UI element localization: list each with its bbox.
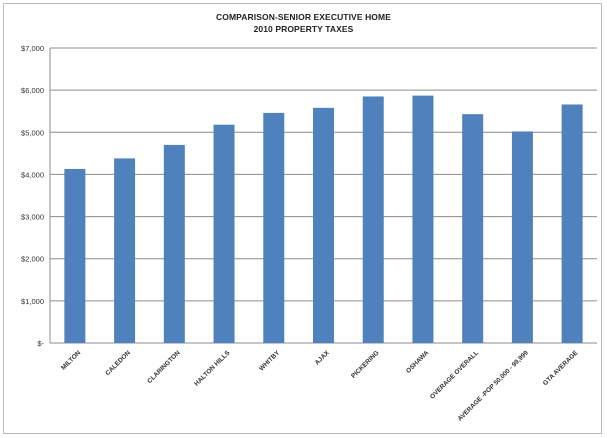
bar	[114, 158, 136, 343]
chart-title: COMPARISON-SENIOR EXECUTIVE HOME	[216, 12, 391, 22]
x-tick-label: CLARINGTON	[146, 349, 182, 385]
chart-subtitle: 2010 PROPERTY TAXES	[253, 24, 354, 34]
y-tick-label: $4,000	[21, 170, 44, 179]
y-tick-label: $2,000	[21, 255, 44, 264]
x-tick-label: AJAX	[314, 349, 332, 367]
bar	[511, 131, 533, 343]
bar	[263, 112, 285, 344]
y-tick-label: $6,000	[21, 86, 44, 95]
y-tick-label: $7,000	[21, 44, 44, 53]
x-tick-label: OVERAGE OVERALL	[429, 349, 480, 400]
x-tick-label: OSHAWA	[405, 349, 431, 375]
x-tick-label: CALEDON	[104, 349, 132, 377]
bar	[462, 114, 484, 344]
x-tick-label: PICKERING	[350, 349, 380, 379]
x-tick-label: GTA AVERAGE	[542, 349, 580, 387]
bar	[163, 144, 185, 343]
bar	[561, 104, 583, 343]
chart-frame	[3, 3, 602, 434]
bar	[213, 124, 235, 343]
y-tick-label: $5,000	[21, 128, 44, 137]
x-tick-label: HALTON HILLS	[193, 349, 232, 388]
y-tick-label: $1,000	[21, 297, 44, 306]
bar	[313, 107, 334, 343]
y-tick-label: $3,000	[21, 213, 44, 222]
y-tick-label: $-	[37, 339, 44, 348]
bar	[64, 168, 86, 343]
x-tick-label: MILTON	[60, 349, 82, 371]
bar	[362, 96, 384, 343]
bar	[412, 95, 434, 343]
x-tick-label: WHITBY	[258, 349, 282, 373]
